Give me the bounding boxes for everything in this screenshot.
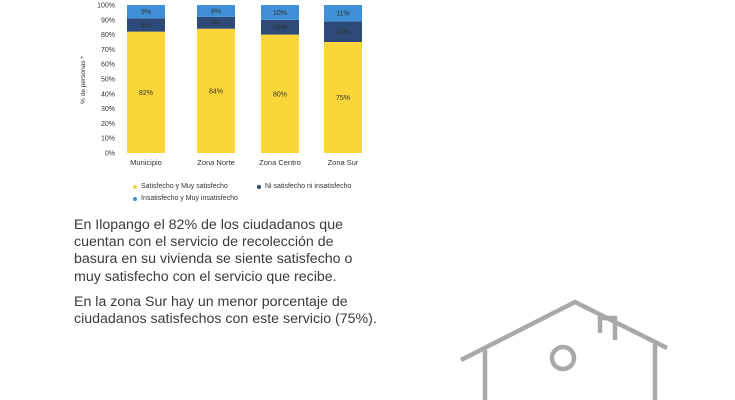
house-icon <box>459 299 669 400</box>
bar-segment <box>197 16 235 29</box>
legend-item-insatisfecho: Insatisfecho y Muy insatisfecho <box>133 195 238 202</box>
bar-segment <box>261 5 299 20</box>
zona-sur-paragraph: En la zona Sur hay un menor porcentaje d… <box>74 294 377 328</box>
y-tick-label: 20% <box>101 121 115 128</box>
paragraph-line: ciudadanos satisfechos con este servicio… <box>74 311 377 328</box>
paragraph-line: basura en su vivienda se siente satisfec… <box>74 251 353 268</box>
bar-segment <box>197 28 235 153</box>
bar-segment <box>324 5 362 22</box>
data-label: 9% <box>141 22 151 29</box>
paragraph-line: cuentan con el servicio de recolección d… <box>74 234 334 251</box>
y-axis-label: % de personas * <box>80 56 87 104</box>
x-tick-label: Municipio <box>130 158 162 167</box>
data-label: 8% <box>211 20 221 27</box>
data-label: 84% <box>209 88 223 95</box>
paragraph-line: En la zona Sur hay un menor porcentaje d… <box>74 294 348 310</box>
data-label: 14% <box>336 29 350 36</box>
legend-swatch <box>133 196 137 201</box>
paragraph-line: En Ilopango el 82% de los ciudadanos que <box>74 217 343 233</box>
y-tick-label: 60% <box>101 62 115 69</box>
summary-paragraph: En Ilopango el 82% de los ciudadanos que… <box>74 217 352 286</box>
x-tick-label: Zona Sur <box>328 158 359 167</box>
bar-segment <box>324 42 362 153</box>
bar-segment <box>261 19 299 35</box>
data-label: 82% <box>139 90 153 97</box>
x-tick-label: Zona Centro <box>259 158 301 167</box>
bar-segment <box>324 21 362 42</box>
y-tick-label: 30% <box>101 106 115 113</box>
data-label: 75% <box>336 95 350 102</box>
legend-swatch <box>133 184 137 189</box>
bar-segment <box>197 5 235 17</box>
bar-segment <box>127 5 165 19</box>
y-tick-label: 40% <box>101 91 115 98</box>
bar-segment <box>127 18 165 32</box>
y-tick-label: 100% <box>97 3 115 10</box>
bar-segment <box>261 34 299 153</box>
data-label: 10% <box>273 10 287 17</box>
y-tick-label: 70% <box>101 47 115 54</box>
legend-swatch <box>257 184 261 189</box>
x-tick-label: Zona Norte <box>197 158 235 167</box>
data-label: 10% <box>273 25 287 32</box>
legend-label: Ni satisfecho ni insatisfecho <box>265 183 352 190</box>
legend-label: Insatisfecho y Muy insatisfecho <box>141 195 238 202</box>
paragraph-line: muy satisfecho con el servicio que recib… <box>74 268 337 285</box>
y-tick-label: 80% <box>101 32 115 39</box>
data-label: 11% <box>336 11 350 18</box>
legend-item-satisfecho: Satisfecho y Muy satisfecho <box>133 183 228 190</box>
y-tick-label: 10% <box>101 136 115 143</box>
data-label: 80% <box>273 91 287 98</box>
legend-label: Satisfecho y Muy satisfecho <box>141 183 228 190</box>
y-tick-label: 90% <box>101 17 115 24</box>
data-label: 9% <box>141 9 151 16</box>
y-tick-label: 0% <box>105 151 115 158</box>
y-tick-label: 50% <box>101 77 115 84</box>
stacked-bar-chart: % de personas * 0% 10% 20% 30% 40% 50% 60% 70% 8… <box>80 3 362 167</box>
legend-item-ni-satisfecho: Ni satisfecho ni insatisfecho <box>257 183 351 190</box>
bar-segment <box>127 31 165 153</box>
data-label: 8% <box>211 8 221 15</box>
